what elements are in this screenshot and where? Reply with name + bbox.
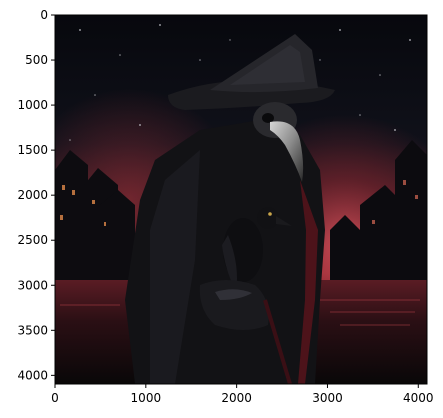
cloak-highlight <box>150 150 200 384</box>
x-tick-label: 1000 <box>131 391 162 405</box>
y-tick-label: 500 <box>25 53 48 67</box>
y-tick-label: 1500 <box>17 143 48 157</box>
x-tick-label: 3000 <box>312 391 343 405</box>
hat-texture <box>230 45 305 85</box>
crow-head <box>257 207 279 229</box>
mask-eye <box>262 113 274 123</box>
crow-wing <box>222 235 237 292</box>
y-axis: 0 500 1000 1500 2000 2500 3000 3500 4000 <box>17 8 55 382</box>
y-tick-label: 2500 <box>17 233 48 247</box>
glove-highlight <box>215 289 252 300</box>
staff <box>263 299 292 384</box>
falling-ash <box>69 24 411 141</box>
x-axis: 0 1000 2000 3000 4000 <box>51 384 434 405</box>
water-reflections <box>60 299 420 326</box>
x-tick-label: 0 <box>51 391 59 405</box>
buildings-left <box>55 150 135 300</box>
windows-left <box>60 185 106 226</box>
y-tick-label: 2000 <box>17 188 48 202</box>
y-tick-label: 3000 <box>17 278 48 292</box>
y-tick-label: 3500 <box>17 323 48 337</box>
x-tick-label: 2000 <box>221 391 252 405</box>
windows-right <box>372 180 418 224</box>
crow-beak <box>276 216 292 226</box>
cloak-red-edge <box>298 180 318 384</box>
crow-eye <box>268 212 272 216</box>
mask-beak <box>270 121 304 182</box>
y-tick-label: 0 <box>40 8 48 22</box>
axes-frame <box>54 14 428 385</box>
x-tick-label: 4000 <box>403 391 434 405</box>
y-tick-label: 4000 <box>17 368 48 382</box>
y-tick-label: 1000 <box>17 98 48 112</box>
image-content <box>55 15 427 384</box>
